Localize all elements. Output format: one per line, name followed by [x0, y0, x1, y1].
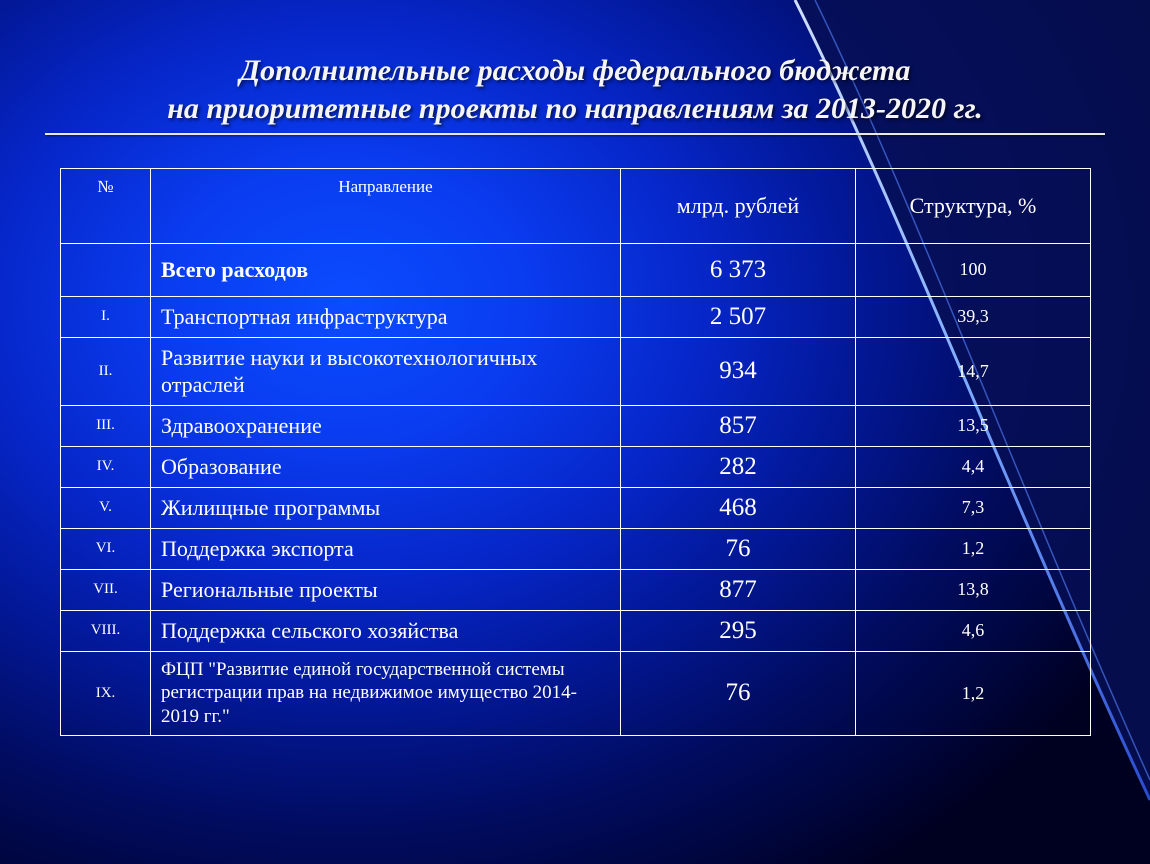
cell-dir: Образование	[151, 446, 621, 487]
cell-num: VI.	[61, 528, 151, 569]
cell-num	[61, 244, 151, 297]
budget-table: № Направление млрд. рублей Структура, % …	[60, 168, 1090, 736]
cell-rub: 295	[621, 610, 856, 651]
cell-pct: 1,2	[856, 528, 1091, 569]
cell-pct: 4,4	[856, 446, 1091, 487]
table-row: III.Здравоохранение85713,5	[61, 405, 1091, 446]
cell-dir: Развитие науки и высокотехнологичных отр…	[151, 337, 621, 405]
cell-rub: 6 373	[621, 244, 856, 297]
cell-dir: Поддержка экспорта	[151, 528, 621, 569]
table: № Направление млрд. рублей Структура, % …	[60, 168, 1091, 736]
cell-pct: 4,6	[856, 610, 1091, 651]
cell-pct: 14,7	[856, 337, 1091, 405]
col-header-structure: Структура, %	[856, 169, 1091, 244]
cell-pct: 39,3	[856, 296, 1091, 337]
table-total-row: Всего расходов6 373100	[61, 244, 1091, 297]
cell-num: III.	[61, 405, 151, 446]
cell-num: IX.	[61, 651, 151, 735]
cell-num: VII.	[61, 569, 151, 610]
cell-dir: Жилищные программы	[151, 487, 621, 528]
cell-dir: ФЦП "Развитие единой государственной сис…	[151, 651, 621, 735]
table-row: V.Жилищные программы4687,3	[61, 487, 1091, 528]
table-row: I.Транспортная инфраструктура2 50739,3	[61, 296, 1091, 337]
title-line-1: Дополнительные расходы федерального бюдж…	[40, 52, 1110, 90]
cell-rub: 76	[621, 651, 856, 735]
table-row: IX.ФЦП "Развитие единой государственной …	[61, 651, 1091, 735]
table-row: VII.Региональные проекты87713,8	[61, 569, 1091, 610]
cell-num: I.	[61, 296, 151, 337]
table-row: VI.Поддержка экспорта761,2	[61, 528, 1091, 569]
cell-num: VIII.	[61, 610, 151, 651]
cell-num: IV.	[61, 446, 151, 487]
cell-rub: 2 507	[621, 296, 856, 337]
cell-pct: 1,2	[856, 651, 1091, 735]
title-underline	[45, 133, 1105, 135]
cell-rub: 282	[621, 446, 856, 487]
cell-rub: 934	[621, 337, 856, 405]
slide: Дополнительные расходы федерального бюдж…	[0, 0, 1150, 864]
cell-dir: Здравоохранение	[151, 405, 621, 446]
cell-pct: 13,5	[856, 405, 1091, 446]
cell-rub: 76	[621, 528, 856, 569]
slide-title: Дополнительные расходы федерального бюдж…	[0, 52, 1150, 135]
cell-rub: 468	[621, 487, 856, 528]
table-row: IV.Образование2824,4	[61, 446, 1091, 487]
table-row: VIII.Поддержка сельского хозяйства2954,6	[61, 610, 1091, 651]
table-header-row: № Направление млрд. рублей Структура, %	[61, 169, 1091, 244]
table-row: II.Развитие науки и высокотехнологичных …	[61, 337, 1091, 405]
cell-rub: 857	[621, 405, 856, 446]
col-header-num: №	[61, 169, 151, 244]
cell-pct: 7,3	[856, 487, 1091, 528]
cell-dir: Региональные проекты	[151, 569, 621, 610]
cell-rub: 877	[621, 569, 856, 610]
cell-num: V.	[61, 487, 151, 528]
cell-dir: Всего расходов	[151, 244, 621, 297]
cell-num: II.	[61, 337, 151, 405]
cell-pct: 13,8	[856, 569, 1091, 610]
col-header-rubles: млрд. рублей	[621, 169, 856, 244]
cell-dir: Транспортная инфраструктура	[151, 296, 621, 337]
cell-pct: 100	[856, 244, 1091, 297]
col-header-direction: Направление	[151, 169, 621, 244]
title-line-2: на приоритетные проекты по направлениям …	[40, 90, 1110, 128]
cell-dir: Поддержка сельского хозяйства	[151, 610, 621, 651]
